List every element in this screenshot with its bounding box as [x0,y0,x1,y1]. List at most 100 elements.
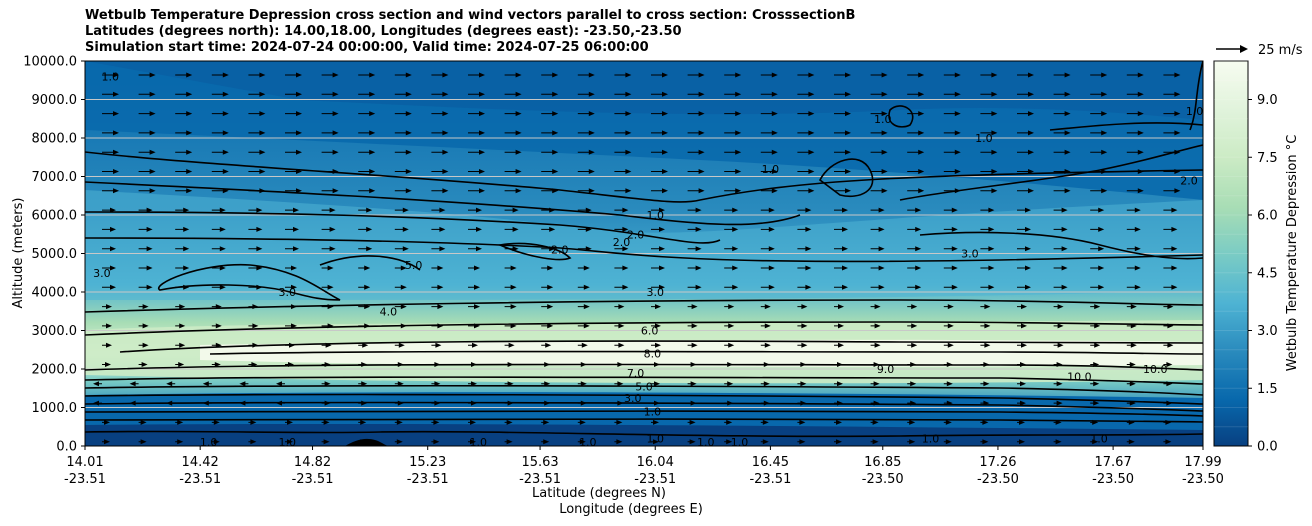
wind-vector [651,188,668,194]
wind-vector [504,439,513,445]
wind-vector [1053,91,1071,97]
wind-vector [614,284,629,290]
wind-vector [175,207,190,213]
wind-vector [138,226,153,232]
wind-vector [834,207,848,213]
wind-vector [504,72,522,78]
contour-label: 2.0 [1180,174,1198,187]
wind-vector [276,381,285,387]
wind-vector [321,362,331,367]
contour-label: 1.0 [646,209,664,222]
contour-label: 1.0 [644,405,662,418]
wind-vector [980,72,998,78]
wind-vector [687,207,702,213]
wind-vector [907,226,922,232]
wind-vector [358,207,373,213]
wind-vector [504,188,522,194]
contour-label: 3.0 [646,286,664,299]
wind-vector [834,439,842,445]
wind-vector [394,91,412,97]
wind-vector [870,111,888,117]
wind-vector [285,207,299,213]
wind-vector [138,342,149,348]
wind-vector [980,149,998,155]
wind-vector [138,207,153,213]
wind-vector [468,169,485,174]
contour-label: 1.0 [874,113,892,126]
y-tick-label: 2000.0 [32,363,78,378]
wind-vector [834,130,851,136]
wind-vector [577,342,588,348]
wind-vector [138,91,156,97]
y-tick-label: 7000.0 [32,170,78,185]
wind-vector [175,342,186,348]
wind-vector [431,188,449,194]
wind-vector [138,130,156,136]
wind-vector [431,130,449,136]
wind-vector [138,439,147,445]
contour-label: 7.0 [627,367,645,380]
wind-vector [651,169,668,174]
wind-vector [541,91,559,97]
wind-vector [651,111,668,117]
wind-vector [943,362,953,367]
x-tick-label-lat: 14.42 [182,455,219,470]
wind-vector [504,169,522,174]
wind-vector [724,439,733,445]
wind-vector [1053,188,1071,194]
wind-vector [870,226,885,232]
wind-vector [468,149,485,155]
wind-vector [1017,169,1034,174]
wind-vector [431,381,441,387]
wind-vector [1090,91,1108,97]
wind-vector [285,91,302,97]
wind-vector [358,226,373,232]
wind-vector [980,111,998,117]
wind-vector [504,284,517,290]
x-tick-label-lat: 17.67 [1095,455,1132,470]
wind-vector [1163,72,1181,78]
wind-vector [834,111,851,117]
wind-vector [504,265,517,271]
wind-vector [870,439,879,445]
wind-vector [321,246,336,252]
wind-vector [1017,265,1031,271]
wind-vector [651,72,668,78]
wind-vector [129,381,139,387]
colorbar-ticks: 0.0 1.5 3.0 4.5 6.0 7.5 9.0 [1248,93,1278,455]
wind-vector [834,304,844,310]
wind-vector [870,188,888,194]
wind-vector [175,188,193,194]
wind-vector [760,323,771,329]
wind-vector [943,72,961,78]
wind-vector [211,419,220,425]
wind-vector [1017,342,1027,348]
wind-vector [248,207,263,213]
wind-vector [980,439,989,445]
wind-vector [760,169,778,174]
wind-vector [102,419,110,425]
wind-vectors [93,72,1181,445]
wind-vector [1017,284,1031,290]
wind-vector [980,226,995,232]
y-tick-label: 9000.0 [32,93,78,108]
wind-vector [1017,72,1034,78]
wind-vector [1163,362,1173,367]
wind-vector [175,226,190,232]
wind-vector [394,149,412,155]
wind-vector [285,362,294,367]
wind-vector [1090,111,1108,117]
wind-vector [651,419,659,425]
wind-vector [614,246,629,252]
grid-lines [85,99,1203,408]
wind-vector [504,111,522,117]
chart-title-line-3: Simulation start time: 2024-07-24 00:00:… [85,40,649,55]
wind-vector [202,400,212,406]
wind-vector [907,419,916,425]
wind-vector [651,91,668,97]
wind-vector [577,169,595,174]
wind-vector [1090,246,1105,252]
wind-vector [504,130,522,136]
wind-vector [870,323,881,329]
